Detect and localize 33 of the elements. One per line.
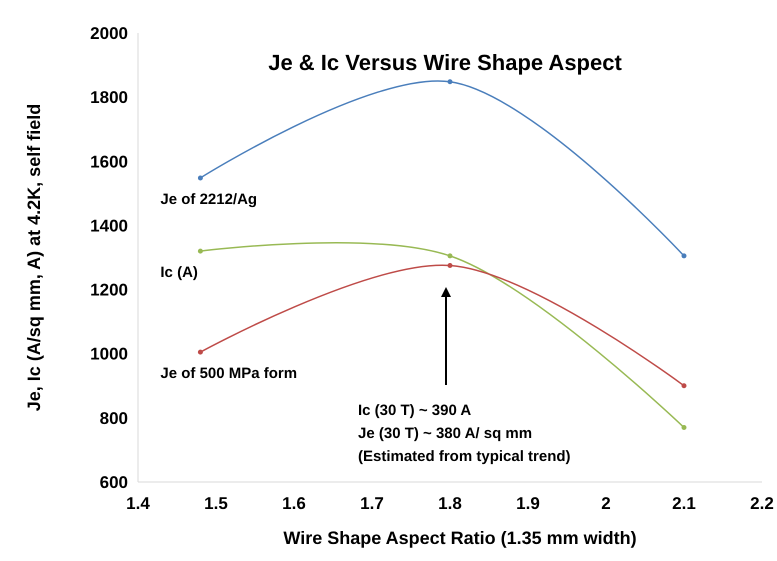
y-axis-title: Je, Ic (A/sq mm, A) at 4.2K, self field: [24, 104, 44, 412]
x-tick-label: 2: [601, 494, 611, 513]
y-tick-label: 800: [100, 408, 128, 428]
text: Je of 500 MPa form: [160, 365, 298, 382]
x-axis-title: Wire Shape Aspect Ratio (1.35 mm width): [283, 528, 637, 548]
y-tick-label: 1200: [90, 280, 128, 300]
y-tick-label: 1600: [90, 152, 128, 172]
y-tick-label: 1000: [90, 344, 128, 364]
point: [198, 350, 203, 355]
annotation: Ic (30 T) ~ 390 A Je (30 T) ~ 380 A/ sq mm (Estimated from typical trend): [358, 402, 571, 465]
y-tick-label: 600: [100, 473, 128, 492]
point: [198, 175, 203, 180]
x-tick-label: 1.5: [204, 494, 228, 513]
point: [448, 79, 452, 84]
point: [682, 253, 686, 258]
x-tick-label: 1.7: [360, 494, 384, 513]
y-tick-label: 1400: [90, 216, 128, 236]
x-tick-label: 1.8: [438, 494, 462, 513]
series-label: Je of 2212/Ag: [160, 190, 258, 208]
point: [198, 248, 203, 254]
series-label: Ic (A): [160, 264, 198, 282]
point: [682, 383, 686, 388]
x-tick-label: 2.1: [672, 494, 696, 513]
x-tick-label: 2.2: [750, 494, 774, 513]
x-tick-label: 1.6: [282, 494, 306, 513]
x-tick-label: 1.9: [516, 494, 540, 513]
text: Je & Ic Versus Wire Shape Aspect: [268, 50, 622, 75]
x-tick-label: 1.4: [126, 494, 150, 513]
point: [448, 253, 452, 258]
point: [682, 424, 686, 430]
point: [448, 263, 452, 268]
y-tick-label: 2000: [90, 24, 128, 43]
y-tick-label: 1800: [90, 88, 128, 108]
